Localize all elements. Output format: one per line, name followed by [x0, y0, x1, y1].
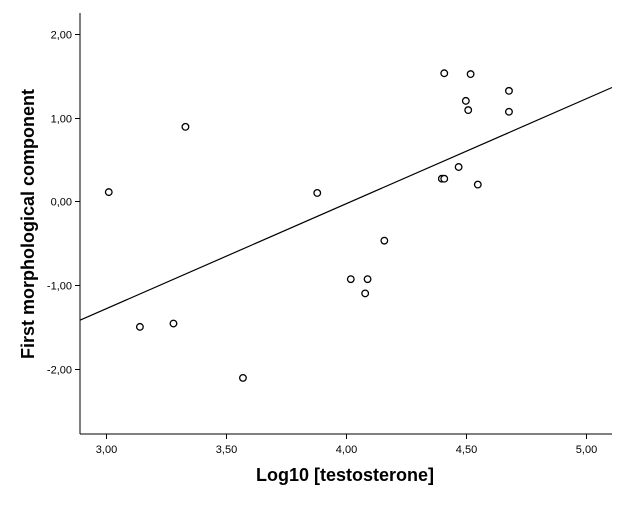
data-point: [505, 86, 513, 95]
data-point: [454, 163, 463, 171]
data-point: [361, 289, 370, 298]
fit-line: [79, 86, 613, 321]
y-tick-label: -1,00: [47, 281, 72, 293]
data-point: [104, 188, 113, 197]
x-tick-label: 3,00: [96, 444, 117, 456]
data-point: [346, 275, 355, 284]
x-tick-label: 3,50: [216, 444, 237, 456]
data-point: [440, 69, 449, 78]
y-tick-label: 0,00: [51, 197, 72, 209]
data-point: [313, 189, 322, 197]
data-point: [466, 70, 475, 79]
y-axis-title: First morphological component: [18, 89, 38, 359]
data-point: [169, 319, 178, 328]
y-tick-label: 1,00: [51, 114, 72, 126]
x-axis-title: Log10 [testosterone]: [256, 465, 434, 485]
data-point: [181, 122, 190, 131]
data-point: [440, 174, 449, 183]
data-point: [380, 236, 389, 245]
data-point: [505, 107, 513, 116]
data-point: [464, 106, 473, 115]
y-tick-label: 2,00: [51, 30, 72, 42]
data-point: [363, 275, 372, 284]
x-tick-label: 4,50: [456, 444, 477, 456]
data-point: [135, 322, 144, 331]
x-tick-label: 4,00: [336, 444, 357, 456]
y-tick-label: -2,00: [47, 365, 72, 377]
data-point: [473, 180, 482, 189]
data-point: [461, 96, 470, 105]
x-tick-label: 5,00: [576, 444, 597, 456]
data-point: [239, 373, 247, 382]
